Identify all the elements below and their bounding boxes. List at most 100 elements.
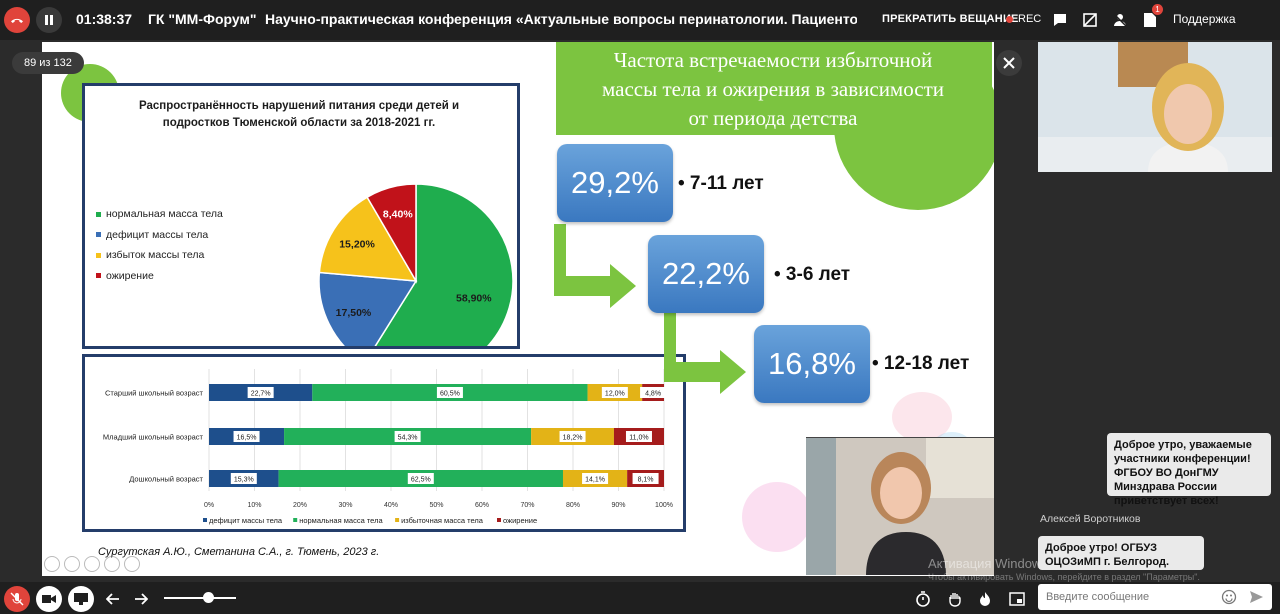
x-tick-label: 20% (293, 502, 307, 509)
legend-swatch (96, 211, 101, 217)
x-tick-label: 40% (384, 502, 398, 509)
pause-button[interactable] (36, 7, 62, 33)
notification-badge: 1 (1152, 4, 1163, 15)
chat-toggle-button[interactable] (1050, 10, 1070, 30)
pie-data-label: 58,90% (456, 293, 492, 305)
bar-legend-label: ожирение (503, 516, 537, 525)
bar-label-background (601, 387, 628, 398)
pie-legend: нормальная масса тела дефицит массы тела и… (96, 204, 223, 286)
pen-tool-icon[interactable] (84, 556, 100, 572)
bar-legend-label: нормальная масса тела (299, 516, 383, 525)
rec-dot-icon (1006, 15, 1013, 23)
camera-button[interactable] (36, 586, 62, 612)
slide-heading-background (556, 42, 992, 135)
next-slide-button[interactable] (128, 586, 154, 612)
timer-button[interactable] (910, 586, 936, 612)
pie-data-label: 8,40% (383, 209, 413, 221)
pie-legend-item: дефицит массы тела (96, 225, 223, 246)
hide-images-button[interactable] (1080, 10, 1100, 30)
bar-data-label: 11,0% (629, 435, 648, 442)
x-tick-label: 80% (566, 502, 580, 509)
pie-data-label: 15,20% (339, 239, 375, 251)
bar-data-label: 15,3% (234, 477, 254, 484)
close-presentation-button[interactable] (996, 50, 1022, 76)
bar-label-background (436, 387, 463, 398)
stacked-bar-chart-panel: 0% 10% 20% 30% 40% 50% 60% 70% 80% 90% 100% Старший… (82, 354, 686, 532)
bar-legend-label: дефицит массы тела (209, 516, 283, 525)
x-tick-label: 100% (655, 502, 673, 509)
send-message-button[interactable] (1248, 589, 1264, 605)
pie-title-line: Распространённость нарушений питания сре… (138, 100, 460, 112)
arrow-left-icon (106, 593, 119, 605)
next-slide-icon[interactable] (64, 556, 80, 572)
pie-chart: 58,90% 17,50% 15,20% 8,40% (318, 183, 514, 346)
x-tick-label: 10% (247, 502, 261, 509)
top-bar: 01:38:37 ГК "ММ-Форум" Научно-практическ… (0, 0, 1280, 40)
x-tick-label: 50% (429, 502, 443, 509)
participants-button[interactable] (1110, 10, 1130, 30)
volume-slider-handle[interactable] (203, 592, 214, 603)
slide-heading-line: массы тела и ожирения в зависимости (602, 77, 944, 101)
x-tick-label: 90% (611, 502, 625, 509)
bar-label-background (632, 473, 659, 484)
flow-arrows (554, 224, 746, 394)
pie-legend-item: нормальная масса тела (96, 204, 223, 225)
bar-data-label: 62,5% (411, 477, 431, 484)
organizer-name: ГК "ММ-Форум" (148, 11, 257, 27)
more-options-icon[interactable] (124, 556, 140, 572)
pie-legend-label: дефицит массы тела (106, 228, 209, 241)
pie-slice (318, 196, 418, 282)
pie-slice (374, 183, 514, 346)
support-link[interactable]: Поддержка (1173, 12, 1236, 26)
raise-hand-button[interactable] (942, 586, 968, 612)
slide-heading-line: Частота встречаемости избыточной (613, 48, 933, 72)
pie-data-label: 17,50% (336, 307, 372, 319)
pie-legend-item: ожирение (96, 266, 223, 287)
camera-icon (42, 595, 56, 603)
close-icon (1003, 57, 1015, 69)
chat-message: Доброе утро! ОГБУЗ ОЦОЗиМП г. Белгород. (1038, 536, 1204, 570)
documents-button[interactable] (1140, 10, 1160, 30)
end-call-button[interactable] (4, 7, 30, 33)
pie-chart-panel: Распространённость нарушений питания сре… (82, 83, 520, 349)
bar-data-label: 4,8% (645, 391, 661, 398)
pie-slice (366, 183, 417, 284)
presenter-portrait (1038, 42, 1272, 172)
bar-label-background (233, 431, 260, 442)
bar-data-label: 14,1% (585, 477, 605, 484)
emoji-button[interactable] (1221, 589, 1237, 605)
bar-label-background (559, 431, 586, 442)
layout-button[interactable] (1004, 586, 1030, 612)
pie-chart-title: Распространённость нарушений питания сре… (121, 98, 477, 132)
volume-slider[interactable] (164, 597, 236, 599)
screen-share-button[interactable] (68, 586, 94, 612)
legend-swatch (96, 273, 101, 279)
flow-arrow (664, 312, 746, 394)
chat-message: Доброе утро, уважаемые участники конфере… (1107, 433, 1271, 507)
user-off-icon (1113, 13, 1127, 27)
mute-microphone-button[interactable] (4, 586, 30, 612)
bar-label-background (582, 473, 609, 484)
bar-data-label: 8,1% (638, 477, 654, 484)
legend-swatch (96, 232, 101, 238)
chat-message-input[interactable] (1038, 584, 1272, 610)
pie-legend-item: избыток массы тела (96, 245, 223, 266)
prev-slide-icon[interactable] (44, 556, 60, 572)
zoom-icon[interactable] (104, 556, 120, 572)
bar-data-label: 60,5% (440, 391, 460, 398)
age-label-7-11: • 7-11 лет (678, 173, 764, 194)
reactions-button[interactable] (972, 586, 998, 612)
bar-data-label: 16,5% (237, 435, 257, 442)
smiley-icon (1221, 589, 1237, 605)
bar-data-label: 18,2% (563, 435, 583, 442)
previous-slide-button[interactable] (100, 586, 126, 612)
y-category-label: Младший школьный возраст (103, 433, 204, 442)
speaker-portrait (806, 438, 994, 575)
bar-label-background (247, 387, 274, 398)
bar-legend-label: избыточная масса тела (401, 516, 484, 525)
slide-counter: 89 из 132 (12, 52, 84, 74)
pie-legend-label: избыток массы тела (106, 249, 205, 262)
legend-swatch (96, 252, 101, 258)
percent-box-12-18: 16,8% (754, 325, 870, 403)
stop-broadcast-button[interactable]: ПРЕКРАТИТЬ ВЕЩАНИЕ (882, 13, 1019, 25)
